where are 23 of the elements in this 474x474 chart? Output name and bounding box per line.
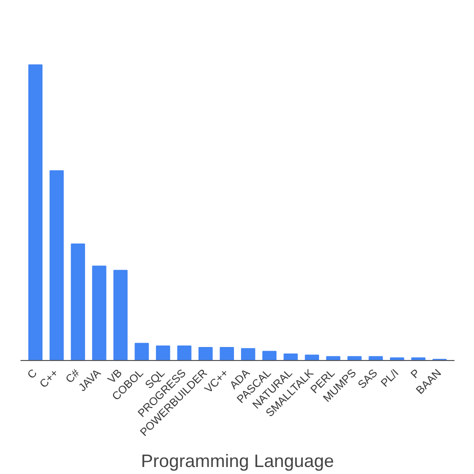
bar xyxy=(304,354,320,360)
x-tick-label: SAS xyxy=(356,367,380,392)
bar xyxy=(198,346,213,360)
bar xyxy=(134,342,149,360)
bar xyxy=(262,350,277,360)
x-axis-title: Programming Language xyxy=(140,451,334,472)
x-tick-label: C xyxy=(26,367,40,382)
bar xyxy=(28,64,42,360)
bar xyxy=(220,346,234,360)
bar xyxy=(156,346,170,360)
bar xyxy=(326,356,340,360)
x-tick-label: C++ xyxy=(38,367,61,390)
bar xyxy=(347,356,362,360)
bar xyxy=(368,356,383,360)
bar xyxy=(177,346,192,360)
bar xyxy=(50,170,64,360)
bar xyxy=(113,270,128,360)
bar xyxy=(70,244,86,360)
bar xyxy=(92,266,106,360)
x-tick-label: P xyxy=(408,367,423,381)
bar xyxy=(284,353,298,360)
x-tick-label: PL/I xyxy=(378,367,402,390)
bar xyxy=(241,348,256,360)
